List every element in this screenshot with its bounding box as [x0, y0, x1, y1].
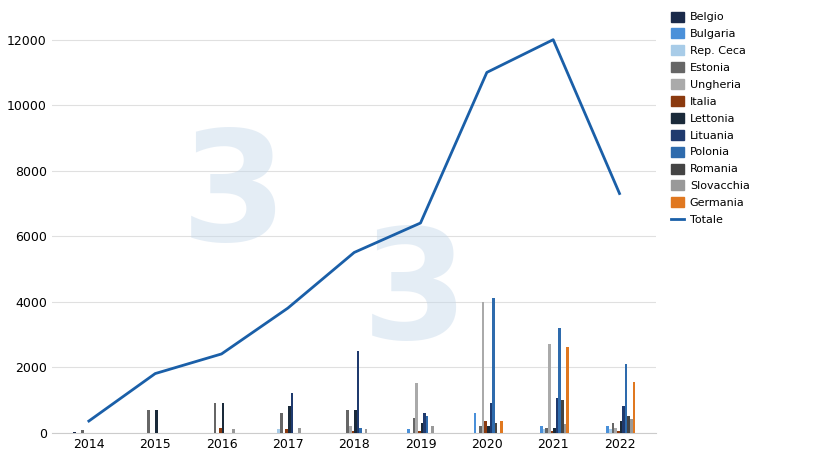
- Bar: [483, 421, 486, 432]
- Bar: [553, 428, 555, 432]
- Bar: [359, 428, 362, 432]
- Bar: [285, 429, 287, 432]
- Bar: [412, 418, 414, 432]
- Bar: [420, 423, 423, 432]
- Totale: [283, 305, 292, 311]
- Bar: [494, 423, 497, 432]
- Bar: [550, 431, 553, 432]
- Bar: [558, 328, 560, 432]
- Bar: [277, 429, 279, 432]
- Bar: [619, 421, 622, 432]
- Bar: [155, 409, 157, 432]
- Legend: Belgio, Bulgaria, Rep. Ceca, Estonia, Ungheria, Italia, Lettonia, Lituania, Polo: Belgio, Bulgaria, Rep. Ceca, Estonia, Un…: [667, 8, 752, 229]
- Bar: [473, 413, 476, 432]
- Text: 3: 3: [361, 222, 467, 371]
- Bar: [287, 406, 290, 432]
- Totale: [415, 220, 425, 226]
- Bar: [613, 428, 616, 432]
- Bar: [213, 403, 216, 432]
- Bar: [539, 426, 542, 432]
- Bar: [629, 420, 632, 432]
- Bar: [298, 428, 301, 432]
- Bar: [560, 400, 563, 432]
- Bar: [346, 409, 348, 432]
- Bar: [611, 423, 613, 432]
- Totale: [84, 418, 93, 424]
- Bar: [356, 351, 359, 432]
- Bar: [279, 413, 283, 432]
- Bar: [500, 421, 502, 432]
- Bar: [431, 426, 433, 432]
- Bar: [624, 364, 627, 432]
- Bar: [609, 429, 611, 432]
- Totale: [482, 70, 491, 75]
- Totale: [548, 37, 558, 43]
- Bar: [489, 403, 491, 432]
- Bar: [407, 429, 410, 432]
- Bar: [632, 382, 635, 432]
- Totale: [150, 371, 160, 376]
- Bar: [545, 428, 547, 432]
- Bar: [563, 424, 566, 432]
- Line: Totale: Totale: [88, 40, 619, 421]
- Bar: [622, 406, 624, 432]
- Bar: [605, 426, 609, 432]
- Bar: [232, 429, 234, 432]
- Bar: [147, 409, 150, 432]
- Bar: [348, 426, 351, 432]
- Bar: [547, 344, 550, 432]
- Bar: [290, 393, 293, 432]
- Bar: [566, 347, 568, 432]
- Bar: [486, 426, 489, 432]
- Totale: [349, 250, 359, 255]
- Bar: [481, 301, 483, 432]
- Bar: [418, 431, 420, 432]
- Bar: [351, 431, 354, 432]
- Bar: [542, 429, 545, 432]
- Totale: [614, 191, 624, 196]
- Bar: [414, 383, 418, 432]
- Bar: [221, 403, 224, 432]
- Bar: [354, 409, 356, 432]
- Bar: [616, 431, 619, 432]
- Bar: [478, 426, 481, 432]
- Totale: [216, 351, 226, 357]
- Bar: [425, 416, 428, 432]
- Bar: [555, 398, 558, 432]
- Bar: [423, 413, 425, 432]
- Bar: [491, 298, 494, 432]
- Bar: [364, 429, 367, 432]
- Bar: [219, 428, 221, 432]
- Bar: [627, 416, 629, 432]
- Text: 3: 3: [180, 124, 286, 273]
- Bar: [81, 430, 84, 432]
